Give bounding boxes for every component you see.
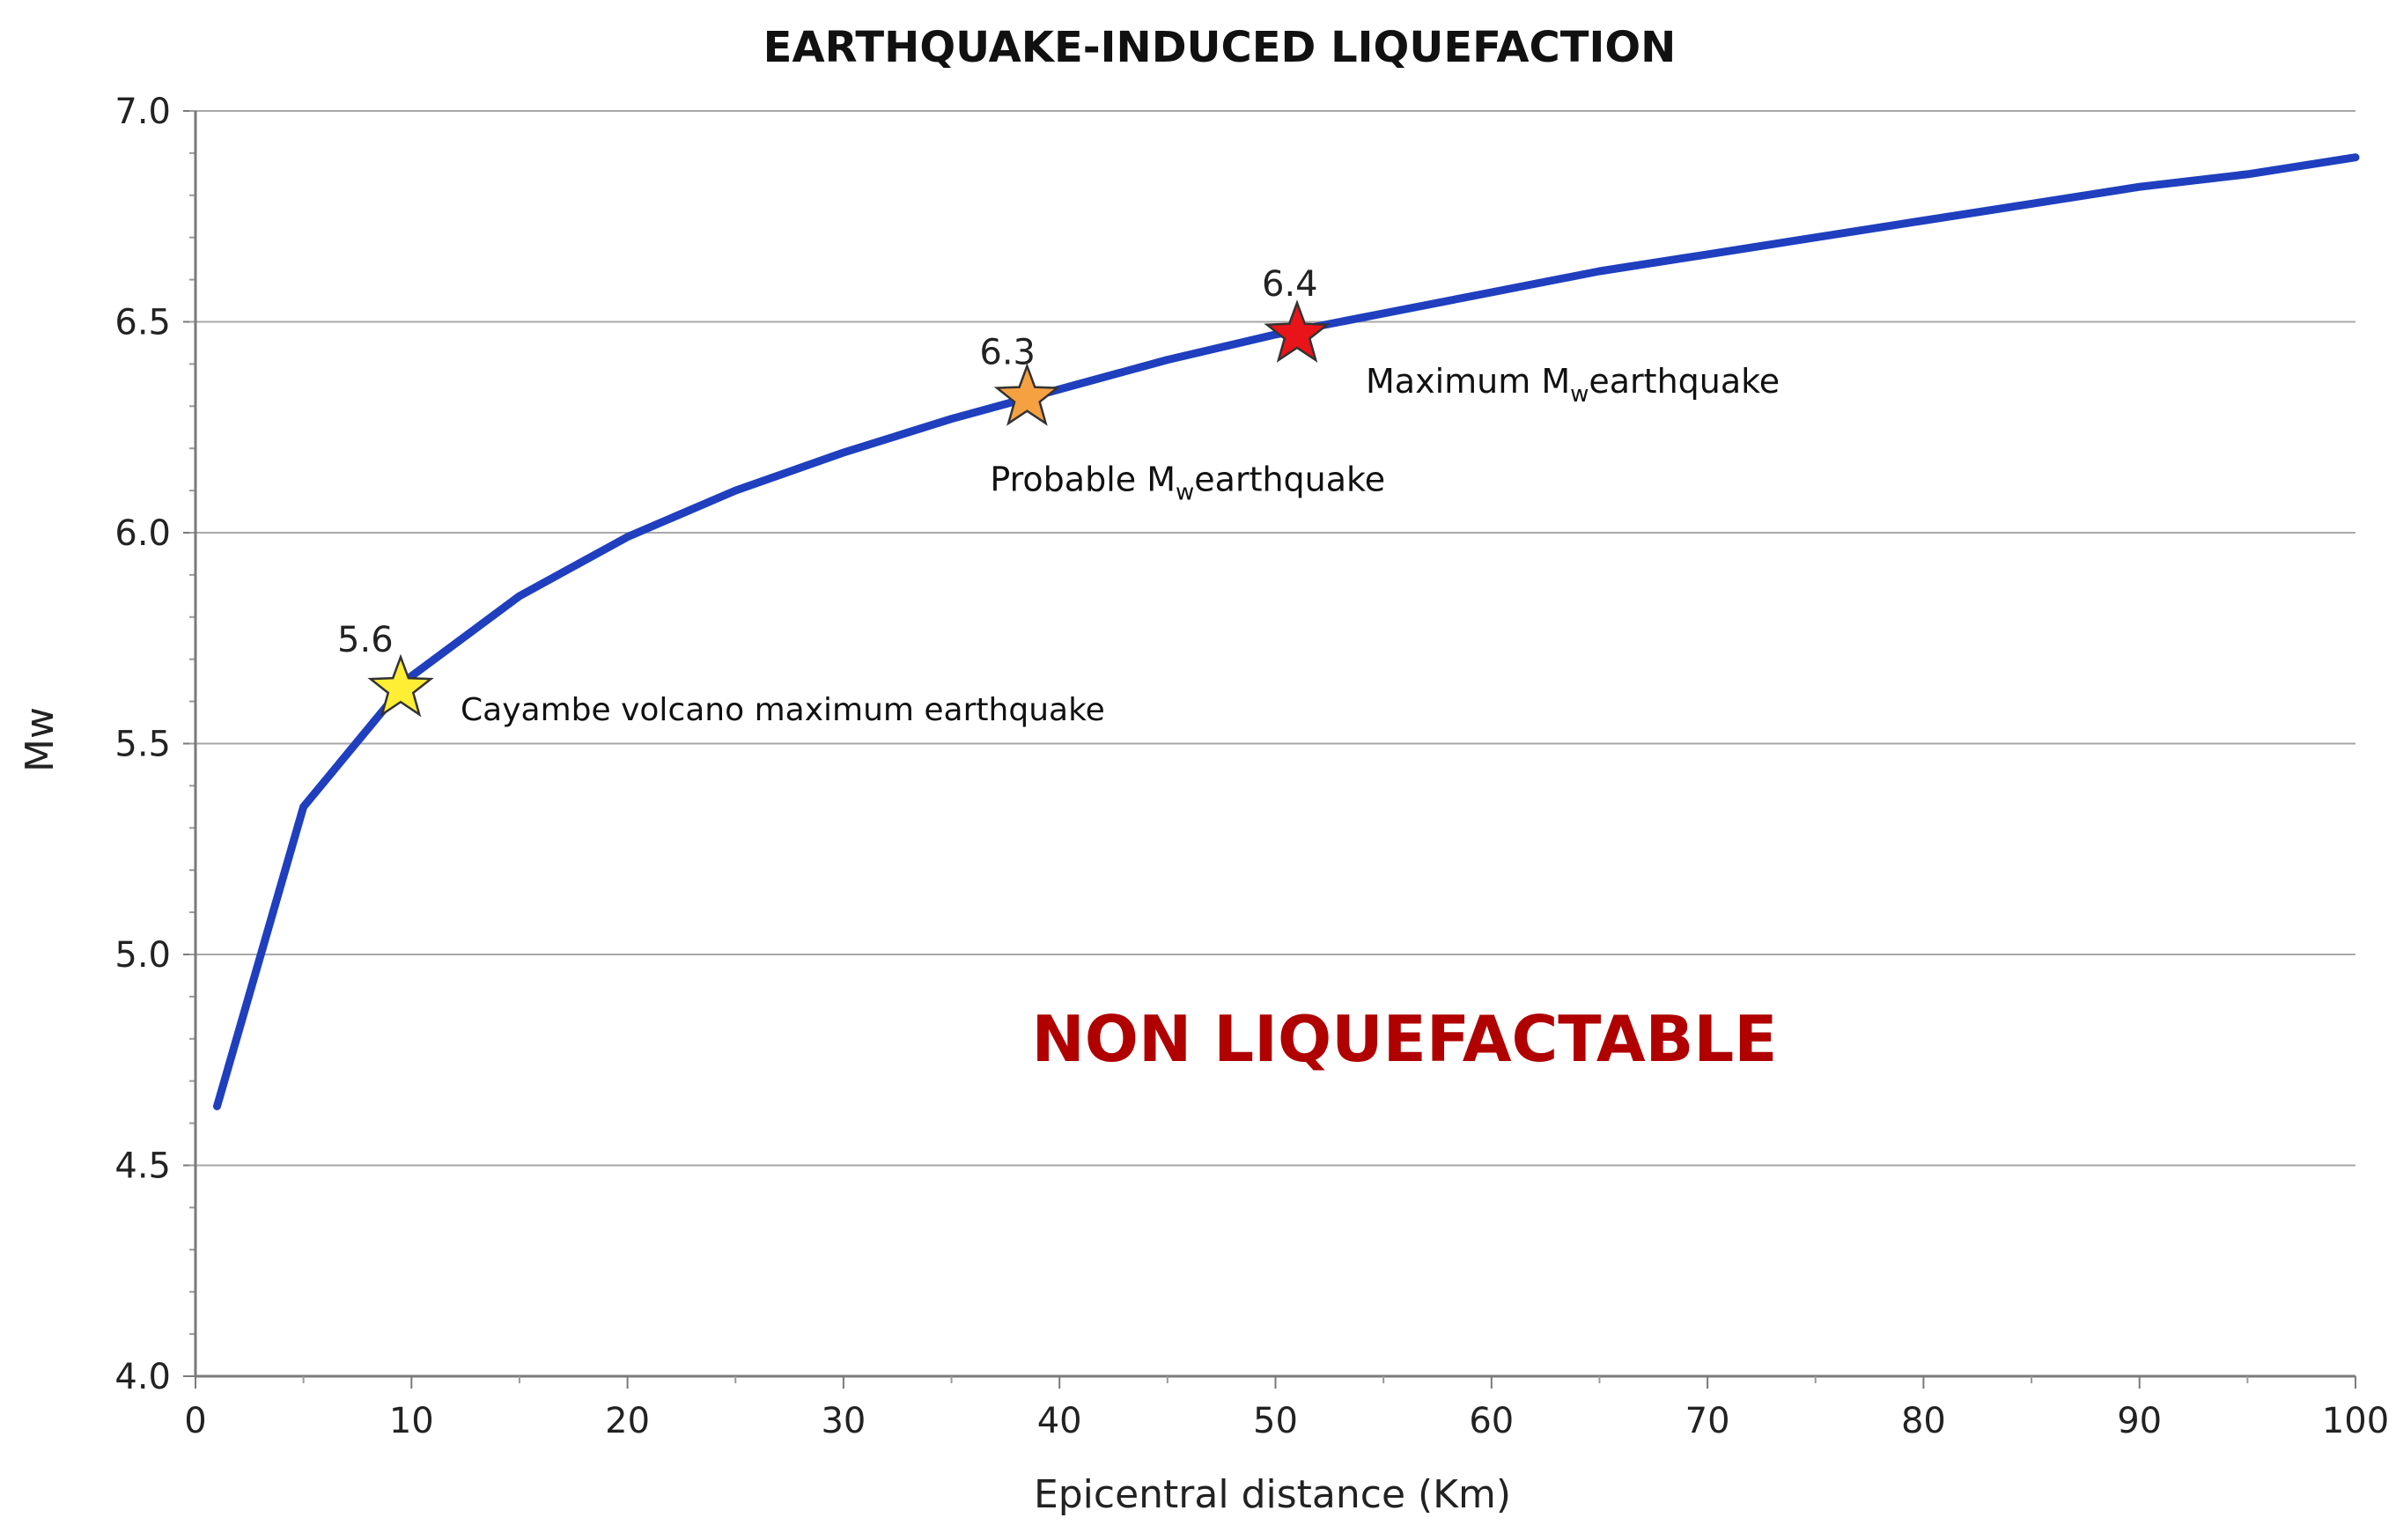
y-tick-label-6: 7.0 (114, 92, 171, 132)
marker-annotation-2: Maximum Mwearthquake (1366, 362, 1780, 408)
axes (183, 110, 2356, 1389)
y-tick-label-0: 4.0 (114, 1357, 171, 1397)
x-tick-label-10: 100 (2322, 1401, 2389, 1441)
x-tick-label-0: 0 (184, 1401, 206, 1441)
x-tick-label-4: 40 (1037, 1401, 1082, 1441)
series-group (213, 153, 2360, 1110)
x-axis-label: Epicentral distance (Km) (1034, 1472, 1511, 1517)
y-tick-label-4: 6.0 (114, 513, 171, 554)
x-tick-label-1: 10 (389, 1401, 434, 1441)
star-marker-0 (367, 653, 434, 718)
y-tick-label-2: 5.0 (114, 935, 171, 976)
y-tick-label-1: 4.5 (114, 1146, 171, 1187)
y-tick-label-5: 6.5 (114, 303, 171, 343)
y-tick-label-3: 5.5 (114, 725, 171, 765)
y-axis-label: Mw (18, 707, 63, 772)
markers-group: 5.6 Cayambe volcano maximum earthquake 6.3… (337, 264, 1780, 728)
y-tick-labels: 4.0 4.5 5.0 5.5 6.0 6.5 7.0 (114, 92, 171, 1397)
x-tick-label-3: 30 (821, 1401, 866, 1441)
x-tick-labels: 0 10 20 30 40 50 60 70 80 90 100 (184, 1401, 2389, 1441)
star-marker-1 (993, 363, 1061, 426)
x-tick-label-8: 80 (1901, 1401, 1946, 1441)
marker-annotation-0: Cayambe volcano maximum earthquake (461, 692, 1105, 728)
chart-title: EARTHQUAKE-INDUCED LIQUEFACTION (763, 23, 1677, 72)
star-value-label-0: 5.6 (337, 620, 394, 660)
star-value-label-1: 6.3 (979, 333, 1036, 373)
marker-annotation-1: Probable Mwearthquake (990, 461, 1385, 506)
grid-lines (195, 110, 2355, 1167)
x-tick-label-9: 90 (2117, 1401, 2162, 1441)
x-tick-label-7: 70 (1685, 1401, 1730, 1441)
region-label: NON LIQUEFACTABLE (1032, 1002, 1778, 1076)
star-marker-2 (1264, 299, 1331, 363)
star-value-label-2: 6.4 (1262, 264, 1318, 305)
x-tick-label-5: 50 (1253, 1401, 1298, 1441)
x-tick-label-2: 20 (605, 1401, 650, 1441)
x-tick-label-6: 60 (1469, 1401, 1514, 1441)
series-line-0 (213, 153, 2360, 1110)
